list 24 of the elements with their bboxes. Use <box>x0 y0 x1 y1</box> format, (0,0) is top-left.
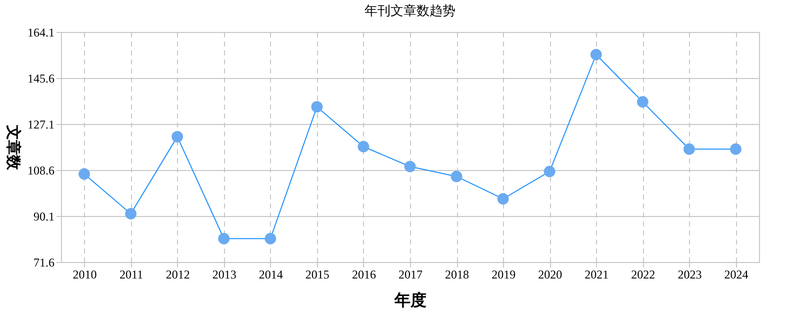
y-tick-label: 90.1 <box>34 210 54 224</box>
y-tick-label: 127.1 <box>28 118 54 132</box>
y-tick-label: 164.1 <box>28 26 54 40</box>
x-tick-label: 2024 <box>724 268 748 282</box>
x-tick-label: 2022 <box>631 268 656 282</box>
y-tick-label: 108.6 <box>28 164 54 178</box>
x-tick-label: 2016 <box>352 268 376 282</box>
x-tick-label: 2017 <box>398 268 422 282</box>
y-tick-label: 145.6 <box>28 72 54 86</box>
x-tick-label: 2021 <box>584 268 609 282</box>
x-tick-label: 2023 <box>678 268 702 282</box>
x-tick-label: 2013 <box>212 268 236 282</box>
x-tick-label: 2018 <box>445 268 470 282</box>
x-tick-label: 2019 <box>492 268 516 282</box>
x-tick-label: 2010 <box>72 268 97 282</box>
x-tick-label: 2020 <box>538 268 562 282</box>
chart-title: 年刊文章数趋势 <box>364 3 456 18</box>
y-axis-title: 文章数 <box>4 124 22 171</box>
x-tick-label: 2011 <box>120 268 144 282</box>
x-axis-title: 年度 <box>394 290 426 310</box>
y-tick-label: 71.6 <box>34 256 54 270</box>
x-tick-label: 2012 <box>166 268 190 282</box>
x-tick-label: 2015 <box>305 268 330 282</box>
x-tick-label: 2014 <box>258 268 283 282</box>
